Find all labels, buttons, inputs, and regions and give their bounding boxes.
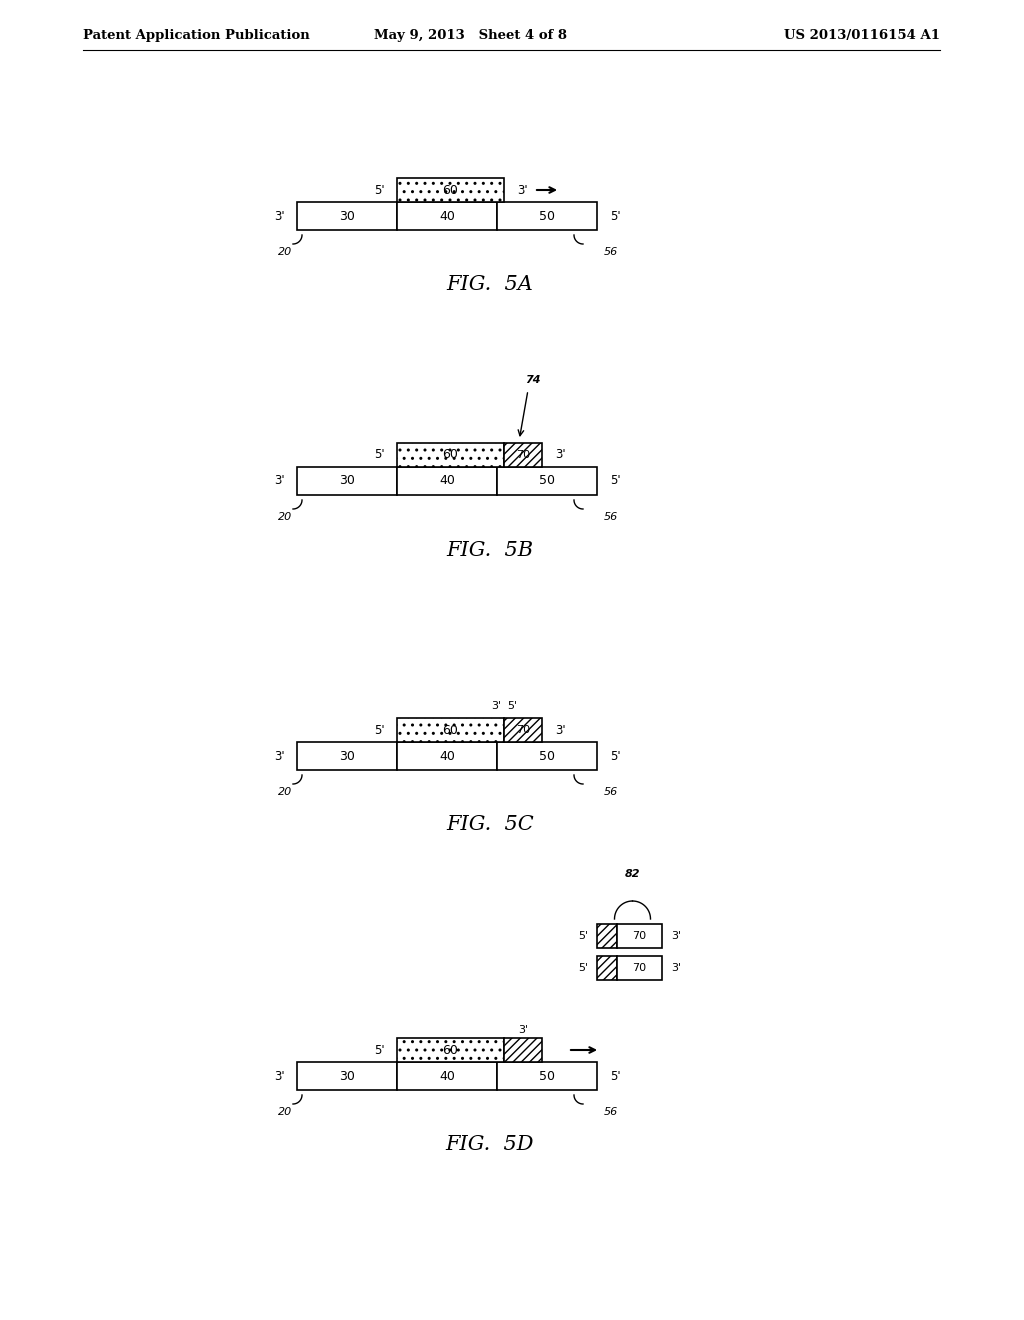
Bar bbox=[617, 924, 662, 948]
Text: 3': 3' bbox=[671, 964, 681, 973]
Text: 30: 30 bbox=[339, 210, 355, 223]
Text: 3': 3' bbox=[490, 701, 501, 711]
Text: US 2013/0116154 A1: US 2013/0116154 A1 bbox=[784, 29, 940, 41]
Text: 20: 20 bbox=[278, 787, 292, 797]
Text: 5': 5' bbox=[374, 183, 384, 197]
Bar bbox=[397, 178, 504, 202]
Text: 5': 5' bbox=[609, 750, 621, 763]
Bar bbox=[497, 742, 597, 770]
Text: 5': 5' bbox=[578, 964, 588, 973]
Text: 20: 20 bbox=[278, 247, 292, 257]
Text: Patent Application Publication: Patent Application Publication bbox=[83, 29, 309, 41]
Text: 3': 3' bbox=[518, 1026, 528, 1035]
Text: FIG.  5B: FIG. 5B bbox=[446, 540, 534, 560]
Bar bbox=[497, 467, 597, 495]
Text: 20: 20 bbox=[278, 512, 292, 521]
Text: 5': 5' bbox=[609, 1069, 621, 1082]
Text: 40: 40 bbox=[439, 750, 455, 763]
Bar bbox=[297, 742, 397, 770]
Text: 5': 5' bbox=[507, 701, 517, 711]
Text: 3': 3' bbox=[273, 1069, 285, 1082]
Text: 70: 70 bbox=[516, 450, 530, 459]
Text: 56: 56 bbox=[604, 1107, 618, 1117]
Text: 60: 60 bbox=[442, 1044, 459, 1056]
Text: 60: 60 bbox=[442, 723, 459, 737]
Text: 40: 40 bbox=[439, 474, 455, 487]
Text: 56: 56 bbox=[604, 512, 618, 521]
Text: 70: 70 bbox=[633, 964, 646, 973]
Bar bbox=[297, 202, 397, 230]
Text: FIG.  5A: FIG. 5A bbox=[446, 276, 534, 294]
Text: 50: 50 bbox=[539, 210, 555, 223]
Text: 74: 74 bbox=[525, 375, 541, 385]
Bar bbox=[597, 956, 617, 979]
Text: 5': 5' bbox=[374, 449, 384, 462]
Text: 5': 5' bbox=[578, 931, 588, 941]
Text: 5': 5' bbox=[374, 723, 384, 737]
Text: 60: 60 bbox=[442, 183, 459, 197]
Bar bbox=[497, 202, 597, 230]
Bar bbox=[504, 718, 542, 742]
Bar bbox=[617, 956, 662, 979]
Text: 50: 50 bbox=[539, 1069, 555, 1082]
Text: 82: 82 bbox=[625, 869, 640, 879]
Bar bbox=[397, 202, 497, 230]
Text: 40: 40 bbox=[439, 1069, 455, 1082]
Text: FIG.  5D: FIG. 5D bbox=[445, 1135, 535, 1155]
Bar bbox=[504, 444, 542, 467]
Text: 70: 70 bbox=[516, 725, 530, 735]
Bar bbox=[397, 1038, 504, 1063]
Text: 3': 3' bbox=[517, 183, 527, 197]
Text: 20: 20 bbox=[278, 1107, 292, 1117]
Text: 3': 3' bbox=[273, 474, 285, 487]
Text: 30: 30 bbox=[339, 750, 355, 763]
Text: 70: 70 bbox=[633, 931, 646, 941]
Text: 5': 5' bbox=[374, 1044, 384, 1056]
Bar bbox=[297, 467, 397, 495]
Text: 30: 30 bbox=[339, 474, 355, 487]
Text: 3': 3' bbox=[273, 210, 285, 223]
Text: May 9, 2013   Sheet 4 of 8: May 9, 2013 Sheet 4 of 8 bbox=[374, 29, 566, 41]
Bar bbox=[397, 444, 504, 467]
Text: 3': 3' bbox=[555, 449, 565, 462]
Bar bbox=[297, 1063, 397, 1090]
Text: 5': 5' bbox=[609, 210, 621, 223]
Text: 3': 3' bbox=[671, 931, 681, 941]
Text: 3': 3' bbox=[555, 723, 565, 737]
Bar bbox=[397, 742, 497, 770]
Text: 50: 50 bbox=[539, 750, 555, 763]
Text: FIG.  5C: FIG. 5C bbox=[446, 816, 534, 834]
Text: 3': 3' bbox=[273, 750, 285, 763]
Bar bbox=[397, 718, 504, 742]
Text: 50: 50 bbox=[539, 474, 555, 487]
Bar bbox=[497, 1063, 597, 1090]
Text: 56: 56 bbox=[604, 247, 618, 257]
Text: 40: 40 bbox=[439, 210, 455, 223]
Bar bbox=[504, 1038, 542, 1063]
Bar bbox=[397, 1063, 497, 1090]
Bar bbox=[397, 467, 497, 495]
Bar bbox=[597, 924, 617, 948]
Text: 30: 30 bbox=[339, 1069, 355, 1082]
Text: 5': 5' bbox=[609, 474, 621, 487]
Text: 60: 60 bbox=[442, 449, 459, 462]
Text: 56: 56 bbox=[604, 787, 618, 797]
